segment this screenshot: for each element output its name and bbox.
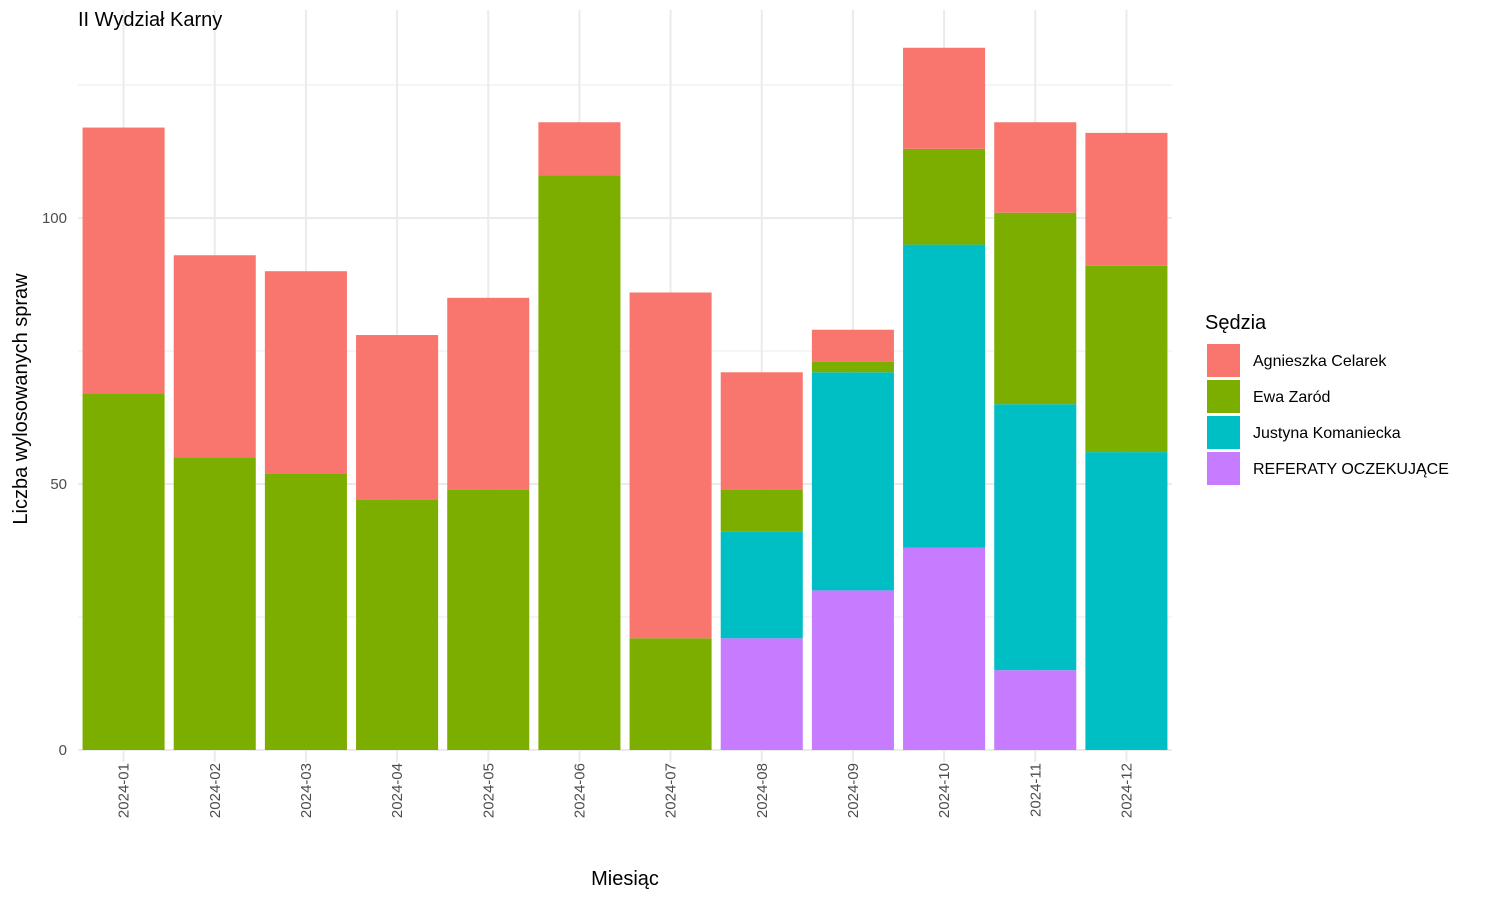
bar-segment <box>538 122 621 176</box>
x-tick-label: 2024-12 <box>1118 763 1135 818</box>
bar-segment <box>629 638 712 750</box>
bar-segment <box>173 255 256 458</box>
bar-segment <box>811 372 894 591</box>
bar-segment <box>994 404 1077 671</box>
bar-segment <box>903 244 986 548</box>
x-tick-label: 2024-10 <box>936 763 953 818</box>
bar-segment <box>903 148 986 245</box>
bar-segment <box>538 175 621 750</box>
bar-segment <box>356 499 439 750</box>
x-tick-label: 2024-02 <box>207 763 224 818</box>
x-tick-label: 2024-09 <box>845 763 862 818</box>
x-tick-label: 2024-03 <box>298 763 315 818</box>
bar-segment <box>264 473 347 750</box>
x-tick-label: 2024-01 <box>116 763 133 818</box>
bar-segment <box>629 292 712 639</box>
bar-segment <box>994 122 1077 213</box>
y-tick-label: 100 <box>42 210 67 227</box>
bar-segment <box>811 590 894 750</box>
bar-segment <box>173 457 256 750</box>
legend-swatch <box>1207 380 1240 413</box>
bar-segment <box>82 127 165 394</box>
legend-swatch <box>1207 416 1240 449</box>
bar-segment <box>903 47 986 149</box>
bar-segment <box>903 547 986 750</box>
bar-segment <box>994 670 1077 750</box>
bar-segment <box>1085 132 1168 266</box>
bar-segment <box>720 489 803 532</box>
legend-items: Agnieszka Celarek Ewa Zaród Justyna Komani… <box>1207 344 1449 485</box>
x-tick-label: 2024-06 <box>571 763 588 818</box>
legend-swatch <box>1207 344 1240 377</box>
x-tick-label: 2024-04 <box>389 763 406 818</box>
legend-label: Agnieszka Celarek <box>1253 353 1387 370</box>
bar-segment <box>720 372 803 490</box>
bar-segment <box>994 212 1077 405</box>
y-axis-ticks: 0 50 100 <box>42 210 67 759</box>
x-tick-label: 2024-05 <box>480 763 497 818</box>
chart-title: II Wydział Karny <box>78 9 222 31</box>
legend-swatch <box>1207 452 1240 485</box>
bars-layer <box>82 47 1168 750</box>
x-tick-label: 2024-11 <box>1027 763 1044 817</box>
legend-title: Sędzia <box>1205 312 1267 334</box>
y-axis-title: Liczba wylosowanych spraw <box>10 273 32 525</box>
legend-label: Ewa Zaród <box>1253 389 1330 406</box>
bar-segment <box>720 638 803 750</box>
bar-segment <box>82 393 165 750</box>
y-tick-label: 0 <box>59 742 67 759</box>
y-tick-label: 50 <box>50 476 67 493</box>
bar-segment <box>720 531 803 639</box>
bar-segment <box>264 271 347 474</box>
bar-segment <box>811 329 894 362</box>
bar-segment <box>1085 452 1168 750</box>
bar-segment <box>356 335 439 500</box>
bar-segment <box>447 297 530 490</box>
legend-label: Justyna Komaniecka <box>1253 425 1401 442</box>
legend: Sędzia Agnieszka Celarek Ewa Zaród Justyna… <box>1205 312 1449 485</box>
x-axis-ticks: 2024-01 2024-02 2024-03 2024-04 2024-05 2024-… <box>116 763 1136 818</box>
x-tick-label: 2024-08 <box>754 763 771 818</box>
x-axis-title: Miesiąc <box>591 868 659 890</box>
x-tick-label: 2024-07 <box>663 763 680 818</box>
bar-segment <box>1085 265 1168 453</box>
bar-segment <box>447 489 530 750</box>
bar-segment <box>811 361 894 373</box>
legend-label: REFERATY OCZEKUJĄCE <box>1253 461 1449 478</box>
